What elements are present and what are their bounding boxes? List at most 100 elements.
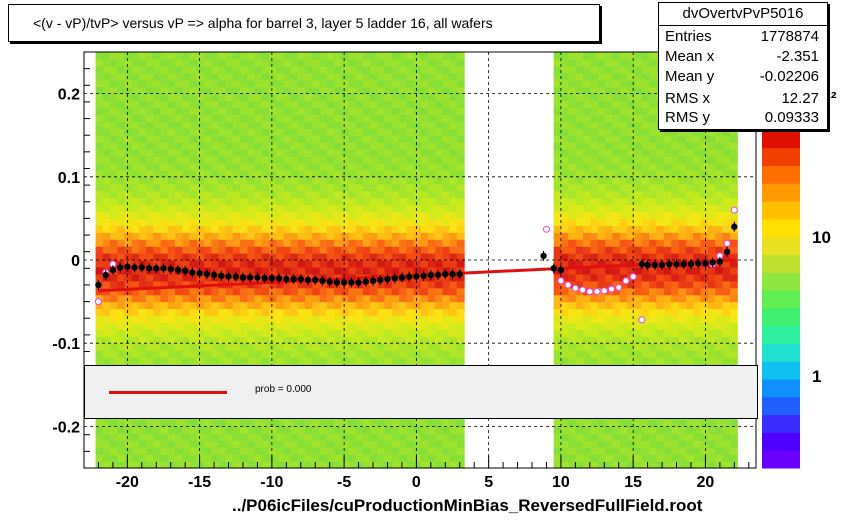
heatmap-cell: [553, 107, 562, 115]
heatmap-cell: [232, 447, 241, 455]
heatmap-cell: [283, 433, 292, 441]
heatmap-cell: [153, 176, 162, 185]
heatmap-cell: [218, 343, 227, 351]
heatmap-cell: [656, 280, 665, 289]
heatmap-cell: [240, 266, 248, 275]
heatmap-cell: [568, 162, 577, 171]
heatmap-cell: [649, 79, 658, 88]
heatmap-cell: [167, 440, 176, 448]
heatmap-cell: [449, 329, 458, 337]
profile-point: [449, 270, 456, 278]
heatmap-cell: [341, 454, 350, 462]
heatmap-cell: [153, 308, 162, 317]
heatmap-cell: [167, 218, 176, 226]
heatmap-cell: [261, 294, 270, 303]
heatmap-cell: [182, 176, 191, 185]
heatmap-cell: [131, 343, 140, 351]
heatmap-cell: [663, 225, 672, 233]
heatmap-cell: [627, 280, 636, 289]
heatmap-cell: [276, 343, 285, 351]
heatmap-cell: [334, 239, 342, 247]
heatmap-cell: [153, 218, 162, 226]
heatmap-cell: [297, 426, 306, 434]
heatmap-cell: [399, 433, 407, 441]
heatmap-cell: [634, 253, 643, 261]
gaussian-point: [564, 281, 572, 289]
heatmap-cell: [95, 343, 104, 351]
heatmap-cell: [612, 218, 621, 226]
heatmap-cell: [413, 100, 422, 109]
heatmap-cell: [290, 93, 299, 102]
heatmap-cell: [312, 343, 321, 351]
heatmap-cell: [561, 100, 569, 109]
heatmap-cell: [583, 218, 591, 226]
heatmap-cell: [182, 142, 191, 150]
heatmap-cell: [211, 246, 219, 254]
heatmap-cell: [634, 169, 643, 178]
heatmap-cell: [276, 294, 285, 303]
heatmap-cell: [326, 176, 335, 185]
heatmap-cell: [715, 239, 724, 247]
heatmap-cell: [153, 447, 162, 455]
heatmap-cell: [283, 169, 292, 178]
heatmap-cell: [312, 260, 321, 268]
heatmap-cell: [146, 190, 154, 199]
heatmap-cell: [240, 204, 248, 213]
heatmap-cell: [138, 357, 147, 365]
heatmap-cell: [649, 357, 658, 365]
heatmap-cell: [211, 156, 219, 164]
heatmap-cell: [384, 308, 393, 317]
heatmap-cell: [211, 329, 219, 337]
heatmap-cell: [561, 52, 569, 60]
heatmap-cell: [406, 107, 415, 115]
heatmap-cell: [124, 287, 133, 296]
heatmap-cell: [240, 260, 248, 268]
heatmap-cell: [146, 58, 154, 67]
heatmap-cell: [124, 128, 133, 136]
heatmap-cell: [167, 308, 176, 317]
heatmap-cell: [619, 204, 628, 213]
heatmap-cell: [575, 294, 584, 303]
heatmap-cell: [406, 294, 415, 303]
heatmap-cell: [553, 65, 562, 74]
heatmap-cell: [568, 128, 577, 136]
heatmap-cell: [634, 79, 643, 88]
heatmap-cell: [203, 246, 212, 254]
heatmap-cell: [211, 121, 219, 129]
heatmap-cell: [196, 225, 205, 233]
heatmap-cell: [167, 183, 176, 192]
heatmap-cell: [590, 162, 599, 171]
heatmap-cell: [153, 114, 162, 122]
heatmap-cell: [146, 440, 154, 448]
heatmap-cell: [671, 253, 680, 261]
heatmap-cell: [312, 266, 321, 275]
heatmap-cell: [384, 156, 393, 164]
heatmap-cell: [553, 162, 562, 171]
stats-box: dvOvertvPvP5016 Entries 1778874 Mean x -…: [658, 2, 828, 130]
heatmap-cell: [413, 121, 422, 129]
heatmap-cell: [348, 287, 357, 296]
heatmap-cell: [619, 343, 628, 351]
heatmap-cell: [203, 350, 212, 358]
heatmap-cell: [553, 336, 562, 344]
heatmap-cell: [312, 294, 321, 303]
colorbar-segment: [762, 218, 800, 238]
heatmap-cell: [261, 169, 270, 178]
heatmap-cell: [138, 426, 147, 434]
heatmap-cell: [240, 190, 248, 199]
heatmap-cell: [612, 357, 621, 365]
heatmap-cell: [175, 294, 183, 303]
heatmap-cell: [276, 72, 285, 81]
heatmap-cell: [312, 149, 321, 157]
heatmap-cell: [370, 440, 378, 448]
heatmap-cell: [435, 65, 443, 74]
heatmap-cell: [355, 253, 364, 261]
heatmap-cell: [305, 440, 313, 448]
heatmap-cell: [124, 447, 133, 455]
heatmap-cell: [110, 176, 118, 185]
heatmap-cell: [605, 197, 614, 206]
heatmap-cell: [240, 253, 248, 261]
heatmap-cell: [656, 315, 665, 323]
heatmap-cell: [420, 183, 429, 192]
heatmap-cell: [138, 156, 147, 164]
